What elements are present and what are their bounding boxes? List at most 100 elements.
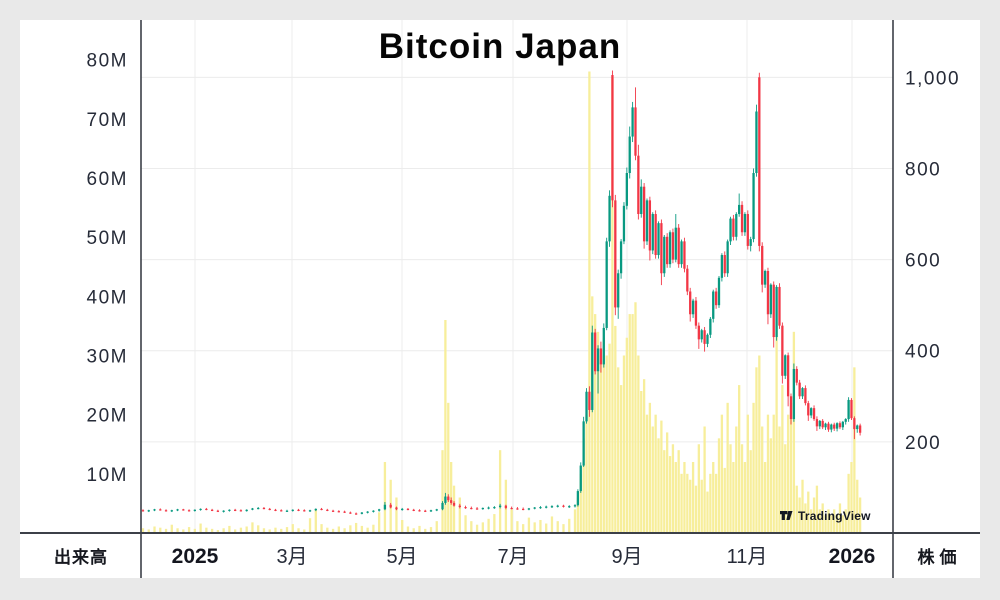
candle-up — [755, 111, 758, 174]
candle-down — [182, 509, 185, 511]
time-axis[interactable]: 2025 3月 5月 7月 9月 11月 2026 — [172, 545, 876, 568]
volume-axis-tick-label: 60M — [87, 169, 128, 190]
volume-bar — [766, 414, 770, 533]
candle-up — [285, 510, 289, 512]
volume-bar — [199, 523, 202, 533]
volume-bar — [588, 71, 591, 533]
volume-bar — [654, 414, 657, 533]
volume-bar — [285, 527, 289, 533]
candle-up — [401, 508, 404, 511]
candle-up — [619, 241, 623, 274]
volume-bar — [257, 525, 260, 533]
candle-up — [372, 510, 375, 512]
candle-down — [812, 408, 816, 420]
candle-down — [262, 507, 266, 510]
volume-bar — [663, 450, 666, 533]
candle-up — [608, 195, 611, 242]
volume-bar — [804, 503, 807, 533]
volume-bar — [550, 516, 554, 533]
candle-down — [671, 232, 675, 260]
volume-bar — [844, 509, 847, 533]
candle-down — [331, 510, 335, 512]
candle-up — [752, 173, 755, 240]
candle-up — [824, 423, 827, 428]
candle-down — [637, 155, 640, 215]
volume-bar — [354, 522, 358, 533]
candle-down — [470, 507, 473, 510]
candle-down — [274, 509, 277, 511]
volume-bar — [838, 503, 842, 533]
candle-down — [723, 255, 726, 274]
candle-down — [732, 218, 735, 237]
volume-bar — [591, 296, 594, 533]
volume-axis-tick-label: 70M — [87, 110, 128, 131]
volume-bar — [153, 526, 156, 533]
volume-bar — [599, 355, 603, 533]
price-axis-title: 株価 — [917, 548, 962, 567]
volume-bar — [159, 527, 162, 533]
candle-down — [349, 512, 352, 514]
candle-up — [366, 511, 369, 513]
volume-bar — [758, 355, 761, 533]
candle-down — [504, 505, 508, 508]
volume-bar — [634, 302, 637, 533]
candle-up — [680, 241, 683, 265]
candle-down — [815, 419, 819, 427]
candle-down — [354, 513, 358, 515]
candle-up — [550, 506, 554, 508]
volume-bar — [807, 491, 810, 533]
candle-down — [320, 508, 323, 511]
candle-down — [141, 510, 145, 512]
volume-axis[interactable]: 10M 20M 30M 40M 50M 60M 70M 80M — [87, 51, 128, 486]
candle-down — [833, 424, 836, 429]
candle-up — [749, 239, 752, 246]
candle-up — [663, 236, 666, 274]
volume-bar — [818, 509, 821, 533]
candle-up — [147, 510, 150, 512]
candle-down — [588, 391, 591, 410]
volume-axis-tick-label: 10M — [87, 465, 128, 486]
volume-bar — [418, 525, 421, 533]
candle-down — [766, 270, 770, 315]
volume-bar — [640, 390, 643, 533]
volume-bar — [666, 432, 669, 533]
candlesticks — [141, 70, 862, 515]
candle-up — [585, 391, 588, 422]
candle-down — [418, 510, 421, 512]
volume-bar — [815, 485, 819, 533]
candle-up — [435, 509, 438, 511]
volume-bar — [170, 524, 173, 533]
volume-bar — [429, 527, 433, 533]
volume-bar — [280, 528, 283, 533]
candle-down — [746, 214, 749, 246]
volume-bar — [245, 526, 248, 533]
volume-bar — [579, 473, 582, 533]
candle-up — [835, 423, 839, 429]
volume-bar — [510, 509, 513, 533]
volume-bar — [631, 314, 634, 533]
volume-axis-tick-label: 20M — [87, 406, 128, 427]
candle-up — [228, 509, 231, 511]
price-axis[interactable]: 200 400 600 800 1,000 — [905, 68, 960, 454]
candle-down — [807, 403, 810, 416]
volume-bar — [795, 485, 798, 533]
candle-up — [487, 507, 490, 509]
volume-bar — [657, 438, 660, 533]
volume-bar — [205, 527, 208, 533]
candle-up — [720, 255, 724, 278]
time-axis-tick-label: 2025 — [172, 545, 219, 568]
candle-down — [412, 509, 415, 511]
candle-down — [798, 382, 801, 397]
candle-up — [706, 334, 709, 344]
candle-down — [838, 423, 842, 428]
tradingview-watermark[interactable]: TradingView — [779, 508, 871, 523]
volume-bar — [801, 479, 804, 533]
candle-down — [447, 496, 450, 501]
volume-bar — [712, 461, 715, 533]
volume-bar — [372, 524, 375, 533]
volume-bar — [182, 529, 185, 533]
candle-up — [193, 509, 196, 511]
volume-bar — [714, 473, 718, 533]
candle-down — [280, 510, 283, 512]
